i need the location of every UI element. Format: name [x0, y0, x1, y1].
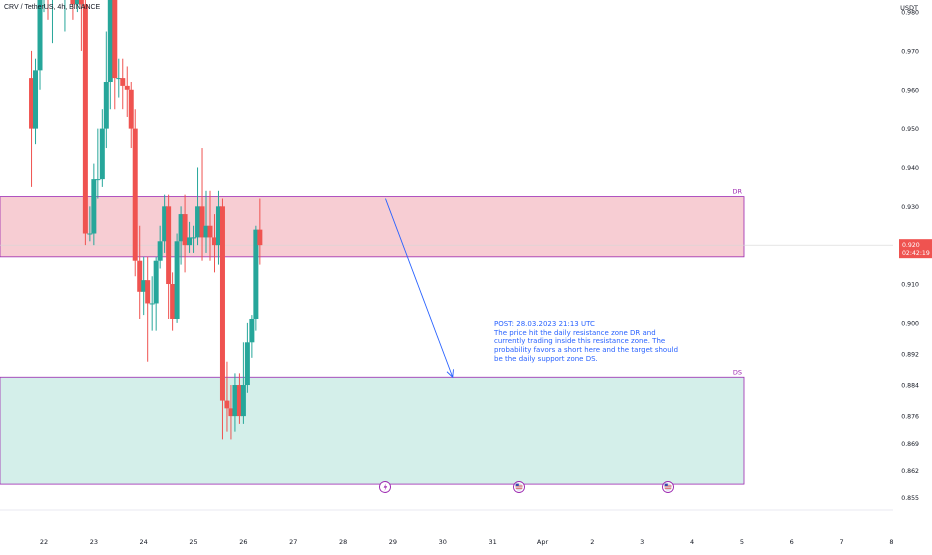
- x-tick-label: 23: [90, 538, 98, 546]
- candle-body-up: [232, 385, 238, 417]
- candle-body-down: [132, 128, 138, 261]
- y-tick-label: 0.869: [901, 441, 919, 448]
- price-tag: [899, 239, 932, 259]
- candle-body-down: [128, 89, 134, 129]
- zone-ds[interactable]: [0, 376, 745, 485]
- candle-body-up: [103, 82, 109, 129]
- x-tick-label: 27: [289, 538, 297, 546]
- x-tick-label: 26: [239, 538, 247, 546]
- symbol-title[interactable]: CRV / TetherUS, 4h, BINANCE: [4, 4, 101, 11]
- x-tick-label: 8: [889, 538, 893, 546]
- note-text: POST: 28.03.2023 21:13 UTC The price hit…: [494, 320, 679, 363]
- candle-body-up: [157, 241, 163, 261]
- x-tick-label: 22: [40, 538, 48, 546]
- y-tick-label: 0.900: [901, 320, 919, 327]
- x-tick-label: 29: [389, 538, 397, 546]
- x-tick-label: 4: [690, 538, 694, 546]
- candle-body-up: [153, 260, 159, 304]
- y-tick-label: 0.892: [901, 351, 919, 358]
- zone-dr[interactable]: [0, 196, 745, 258]
- projection-arrow[interactable]: [385, 198, 454, 378]
- price-tag-countdown: 02:42:19: [902, 250, 930, 257]
- candle-body-up: [87, 233, 93, 235]
- zone-label-ds: DS: [733, 368, 742, 376]
- projection-arrow-head: [446, 369, 454, 379]
- candle-body-up: [240, 385, 246, 417]
- candle-body-down: [224, 400, 230, 409]
- x-tick-label: 24: [140, 538, 148, 546]
- candle-body-up: [141, 280, 147, 292]
- candle-body-up: [244, 342, 250, 386]
- x-tick-label: 31: [489, 538, 497, 546]
- candle-body-up: [37, 0, 43, 71]
- x-tick-label: 6: [790, 538, 794, 546]
- candle-body-up: [107, 0, 113, 82]
- y-tick-label: 0.960: [901, 87, 919, 94]
- x-tick-label: 25: [189, 538, 197, 546]
- candle-body-down: [112, 0, 118, 79]
- x-tick-label: 7: [840, 538, 844, 546]
- lightning-icon: [383, 483, 388, 491]
- candle-body-down: [145, 280, 151, 304]
- candle-body-up: [215, 206, 221, 246]
- candle-body-down: [182, 214, 188, 246]
- price-tag-value: 0.920: [902, 242, 920, 249]
- x-tick-label: Apr: [537, 538, 549, 546]
- candle-body-down: [228, 408, 234, 417]
- x-tick-label: 2: [590, 538, 594, 546]
- y-tick-label: 0.950: [901, 126, 919, 133]
- candle-body-down: [82, 4, 88, 234]
- candle-body-up: [116, 78, 122, 80]
- y-tick-label: 0.910: [901, 282, 919, 289]
- candle-body-down: [236, 385, 242, 417]
- y-tick-label: 0.940: [901, 165, 919, 172]
- candle-body-up: [162, 206, 168, 242]
- x-tick-label: 5: [740, 538, 744, 546]
- candle-body-down: [29, 78, 35, 129]
- candle-body-up: [149, 303, 155, 305]
- candle-body-down: [124, 85, 130, 90]
- candle-body-up: [95, 179, 101, 181]
- candle-body-down: [137, 260, 143, 292]
- candle-body-up: [74, 0, 80, 5]
- y-tick-label: 0.930: [901, 204, 919, 211]
- y-tick-label: 0.884: [901, 383, 919, 390]
- candle-body-down: [166, 206, 172, 285]
- candle-body-up: [99, 128, 105, 180]
- candle-body-up: [33, 70, 39, 129]
- y-tick-label: 0.980: [901, 10, 919, 17]
- y-tick-label: 0.862: [901, 468, 919, 475]
- candle-body-up: [253, 229, 259, 319]
- candle-body-down: [207, 225, 213, 238]
- y-axis-unit: USDT: [900, 4, 918, 12]
- y-tick-label: 0.876: [901, 414, 919, 421]
- x-tick-label: 30: [439, 538, 447, 546]
- candle-body-up: [174, 241, 180, 319]
- candle-body-up: [187, 237, 193, 246]
- zone-label-dr: DR: [732, 188, 742, 196]
- candle-body-down: [120, 78, 126, 86]
- candle-body-down: [257, 229, 263, 246]
- candle-body-up: [249, 318, 255, 343]
- candle-body-down: [199, 206, 205, 238]
- x-tick-label: 3: [640, 538, 644, 546]
- flag-canton: [515, 483, 519, 486]
- candle-body-up: [178, 214, 184, 242]
- candle-body-down: [170, 284, 176, 319]
- y-tick-label: 0.970: [901, 48, 919, 55]
- annotation-note: POST: 28.03.2023 21:13 UTC The price hit…: [494, 320, 679, 364]
- candle-body-up: [191, 237, 197, 239]
- candle-body-down: [78, 0, 84, 5]
- flag-canton: [664, 483, 668, 486]
- x-tick-label: 28: [339, 538, 347, 546]
- candle-body-down: [211, 237, 217, 246]
- candle-body-up: [195, 206, 201, 238]
- candle-body-up: [203, 225, 209, 238]
- candle-body-down: [219, 206, 225, 401]
- candle-body-down: [70, 0, 76, 5]
- y-tick-label: 0.855: [901, 495, 919, 502]
- candle-body-up: [91, 179, 97, 234]
